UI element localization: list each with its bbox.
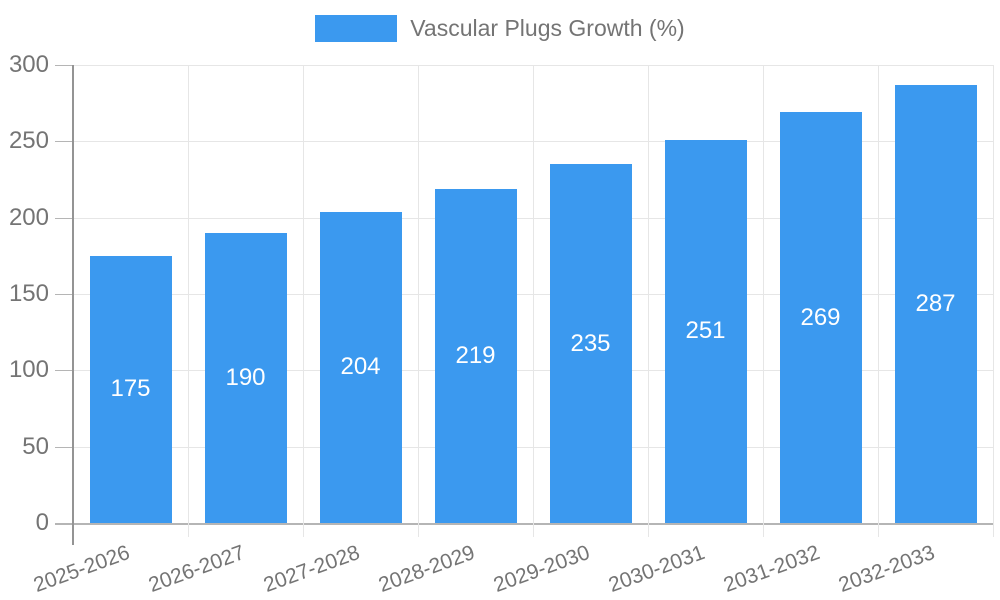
bar-value-label: 251	[685, 317, 726, 345]
y-tick	[55, 65, 73, 66]
x-tick-label: 2026-2027	[145, 541, 248, 597]
bar[interactable]: 287	[894, 84, 977, 523]
y-tick	[55, 446, 73, 448]
v-gridline	[303, 65, 304, 537]
bar-value-label: 287	[915, 289, 956, 317]
x-tick-label: 2032-2033	[835, 541, 938, 597]
x-tick-label: 2025-2026	[30, 541, 133, 597]
bar[interactable]: 251	[664, 139, 747, 523]
bar-value-label: 204	[340, 353, 381, 381]
y-tick-label: 250	[8, 127, 49, 155]
y-tick-label: 300	[8, 51, 49, 78]
v-gridline	[418, 65, 419, 537]
bar-value-label: 269	[800, 303, 841, 331]
y-tick-label: 0	[35, 509, 49, 536]
legend-swatch-icon	[315, 15, 398, 42]
legend-label: Vascular Plugs Growth (%)	[410, 15, 685, 41]
v-gridline	[188, 65, 189, 537]
bar[interactable]: 235	[549, 164, 632, 523]
x-tick-label: 2028-2029	[375, 541, 478, 597]
y-tick	[55, 370, 73, 372]
y-tick-label: 200	[8, 203, 49, 231]
y-tick	[55, 294, 73, 295]
bar[interactable]: 219	[434, 188, 517, 523]
x-tick-label: 2027-2028	[260, 541, 363, 597]
bar[interactable]: 204	[319, 211, 402, 523]
v-gridline	[878, 65, 879, 537]
bar-value-label: 235	[570, 329, 611, 357]
bar[interactable]: 269	[779, 112, 862, 523]
x-tick-label: 2029-2030	[490, 541, 593, 597]
y-tick-label: 50	[22, 432, 49, 460]
x-axis-line	[55, 523, 993, 525]
v-gridline	[763, 65, 764, 537]
plot-area: 0 50 100 150 200 250 300 175 2025-2026 190 2026-20…	[9, 52, 994, 597]
y-axis-line	[72, 65, 74, 545]
y-tick-label: 100	[8, 356, 49, 384]
x-tick-label: 2030-2031	[605, 541, 708, 597]
v-gridline	[533, 65, 534, 537]
bar-value-label: 190	[225, 363, 266, 391]
y-tick	[55, 141, 73, 143]
y-tick	[55, 217, 73, 219]
x-tick-label: 2031-2032	[720, 541, 823, 597]
v-gridline	[993, 65, 994, 537]
v-gridline	[648, 65, 649, 537]
bar-value-label: 175	[110, 375, 151, 403]
y-tick	[55, 523, 73, 524]
bar-value-label: 219	[455, 341, 496, 369]
legend[interactable]: Vascular Plugs Growth (%)	[0, 15, 1000, 42]
bar[interactable]: 190	[204, 232, 287, 523]
bar[interactable]: 175	[89, 255, 172, 523]
y-tick-label: 150	[8, 280, 49, 307]
